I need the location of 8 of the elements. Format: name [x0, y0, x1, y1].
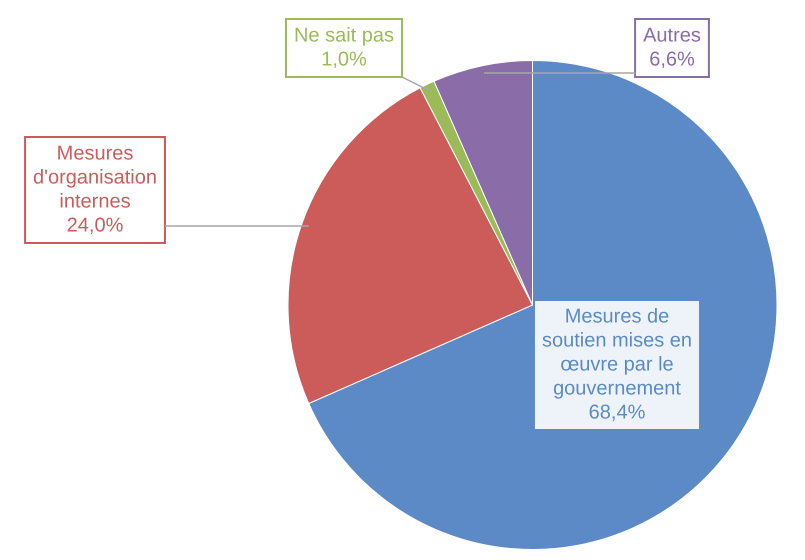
- data-label: 6,6%: [649, 48, 696, 71]
- slice-label: Mesures de soutien mises en œuvre par le gouvernement: [542, 306, 692, 400]
- data-label: 24,0%: [66, 214, 124, 237]
- slice-label: Ne sait pas: [294, 24, 394, 47]
- data-label: 1,0%: [321, 48, 368, 71]
- slice-label: Mesures d'organisation internes: [33, 142, 157, 213]
- slice-label: Autres: [643, 24, 701, 47]
- data-label: 68,4%: [588, 402, 646, 424]
